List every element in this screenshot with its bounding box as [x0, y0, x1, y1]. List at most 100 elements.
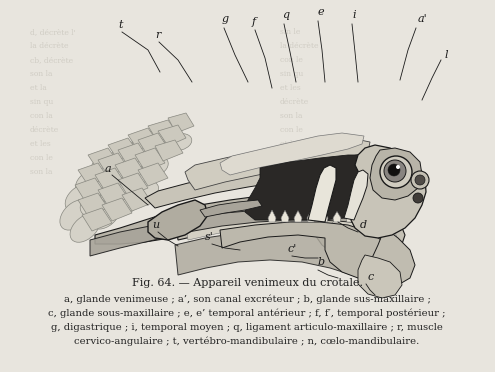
Text: con le: con le: [280, 56, 303, 64]
Polygon shape: [78, 163, 108, 185]
Text: la décrète: la décrète: [30, 42, 68, 50]
Polygon shape: [175, 200, 405, 265]
Ellipse shape: [148, 142, 173, 160]
Polygon shape: [168, 113, 194, 133]
Text: son la: son la: [280, 112, 302, 120]
Text: sin le: sin le: [280, 28, 300, 36]
Polygon shape: [158, 125, 186, 146]
Ellipse shape: [65, 184, 95, 212]
Polygon shape: [102, 198, 132, 221]
Polygon shape: [185, 138, 370, 190]
Ellipse shape: [111, 192, 139, 216]
Text: et les: et les: [30, 140, 51, 148]
Polygon shape: [98, 153, 128, 176]
Text: r: r: [155, 30, 160, 40]
Polygon shape: [346, 212, 354, 222]
Ellipse shape: [142, 157, 168, 177]
Polygon shape: [108, 138, 138, 160]
Polygon shape: [220, 133, 364, 175]
Polygon shape: [372, 228, 415, 285]
Text: son la: son la: [30, 168, 52, 176]
Polygon shape: [90, 208, 370, 256]
Circle shape: [396, 165, 400, 169]
Circle shape: [388, 164, 400, 176]
Polygon shape: [82, 208, 112, 231]
Ellipse shape: [133, 131, 157, 149]
Polygon shape: [320, 211, 328, 222]
Text: cervico-angulaire ; t, vertébro-mandibulaire ; n, cœlo-mandibulaire.: cervico-angulaire ; t, vertébro-mandibul…: [74, 337, 420, 346]
Text: l: l: [445, 50, 448, 60]
Polygon shape: [98, 183, 128, 206]
Circle shape: [415, 175, 425, 185]
Polygon shape: [145, 155, 390, 208]
Polygon shape: [115, 158, 145, 181]
Ellipse shape: [121, 167, 149, 189]
Ellipse shape: [91, 203, 119, 229]
Polygon shape: [118, 143, 148, 166]
Polygon shape: [95, 168, 125, 191]
Polygon shape: [75, 178, 105, 201]
Polygon shape: [148, 120, 178, 142]
Text: c: c: [368, 272, 374, 282]
Polygon shape: [308, 165, 336, 222]
Polygon shape: [128, 128, 158, 150]
Text: d: d: [360, 220, 367, 230]
Text: a: a: [105, 164, 112, 174]
Text: Fig. 64. — Appareil venimeux du crotale.: Fig. 64. — Appareil venimeux du crotale.: [132, 278, 362, 288]
Text: et les: et les: [280, 140, 301, 148]
Polygon shape: [370, 148, 422, 200]
Text: con le: con le: [30, 154, 53, 162]
Ellipse shape: [132, 181, 158, 203]
Circle shape: [413, 193, 423, 203]
Text: con le: con le: [280, 126, 303, 134]
Polygon shape: [333, 212, 341, 222]
Polygon shape: [307, 211, 315, 222]
Polygon shape: [350, 145, 426, 238]
Polygon shape: [344, 170, 368, 220]
Text: e: e: [318, 7, 325, 17]
Polygon shape: [155, 140, 183, 161]
Polygon shape: [88, 148, 118, 170]
Polygon shape: [245, 155, 395, 220]
Text: t: t: [118, 20, 122, 30]
Ellipse shape: [80, 188, 110, 216]
Text: c': c': [288, 244, 297, 254]
Text: s': s': [205, 232, 214, 242]
Ellipse shape: [91, 154, 119, 176]
Text: b: b: [318, 257, 325, 267]
Text: g, digastrique ; i, temporal moyen ; q, ligament articulo-maxillaire ; r, muscle: g, digastrique ; i, temporal moyen ; q, …: [51, 323, 443, 332]
Ellipse shape: [127, 152, 153, 172]
Text: i: i: [352, 10, 355, 20]
Text: q: q: [282, 10, 289, 20]
Polygon shape: [138, 133, 168, 156]
Text: g: g: [222, 14, 229, 24]
Text: cb, décrète: cb, décrète: [30, 56, 73, 64]
Polygon shape: [175, 230, 378, 280]
Polygon shape: [358, 255, 402, 298]
Text: son la: son la: [280, 168, 302, 176]
Circle shape: [384, 160, 406, 182]
Ellipse shape: [106, 163, 134, 186]
Text: d, décrète l': d, décrète l': [30, 28, 76, 36]
Text: a, glande venimeuse ; a’, son canal excréteur ; b, glande sus-maxillaire ;: a, glande venimeuse ; a’, son canal excr…: [63, 295, 431, 305]
Text: sin qu: sin qu: [280, 70, 303, 78]
Text: con la: con la: [30, 112, 53, 120]
Polygon shape: [135, 148, 165, 171]
Ellipse shape: [76, 169, 104, 195]
Polygon shape: [220, 222, 395, 278]
Ellipse shape: [96, 159, 124, 181]
Ellipse shape: [117, 148, 143, 168]
Polygon shape: [200, 200, 262, 217]
Ellipse shape: [168, 134, 192, 150]
Text: u: u: [152, 220, 159, 230]
Polygon shape: [78, 193, 108, 216]
Text: a': a': [418, 14, 428, 24]
Polygon shape: [148, 200, 208, 240]
Text: con la: con la: [280, 154, 303, 162]
Text: f: f: [252, 17, 256, 27]
Text: sin qu: sin qu: [30, 98, 53, 106]
Polygon shape: [294, 211, 302, 222]
Ellipse shape: [70, 214, 100, 242]
Ellipse shape: [158, 130, 182, 146]
Text: et les: et les: [280, 84, 301, 92]
